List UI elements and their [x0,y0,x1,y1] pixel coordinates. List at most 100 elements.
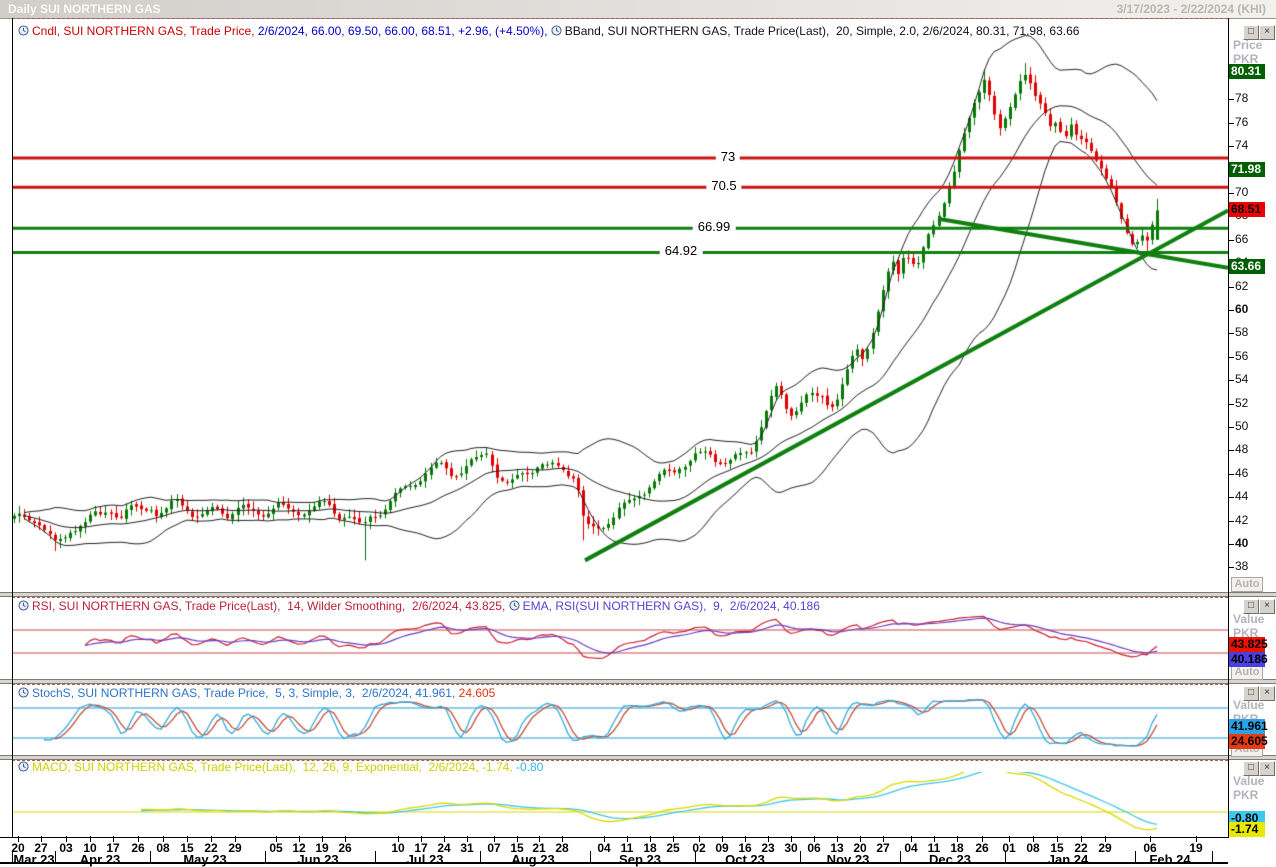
axis-price-badge: 71.98 [1229,162,1265,177]
panel-restore-button[interactable]: □ [1243,686,1259,701]
rsi-ema-legend-label: EMA, RSI(SUI NORTHERN GAS), 9, 2/6/2024,… [522,598,820,613]
panel-restore-button[interactable]: □ [1243,761,1259,776]
day-tick [860,836,861,842]
day-tick [911,836,912,842]
day-tick-label: 22 [204,841,218,855]
axis-auto-button[interactable]: Auto [1231,665,1263,680]
panel-restore-button[interactable]: □ [1243,599,1259,614]
panel-close-button[interactable]: × [1259,761,1275,776]
axis-bottom-border [0,862,1228,864]
panel-close-button[interactable]: × [1259,686,1275,701]
day-tick-label: 17 [106,841,120,855]
day-tick [982,836,983,842]
day-tick-label: 31 [460,841,474,855]
day-tick [1150,836,1151,842]
day-tick [1196,836,1197,842]
price-axis-tick [1229,146,1234,147]
stoch-legend-label: StochS, SUI NORTHERN GAS, Trade Price, 5… [32,685,456,700]
axis-auto-button[interactable]: Auto [1231,577,1263,592]
price-axis-label: 48 [1235,442,1249,456]
rsi-legend-label: RSI, SUI NORTHERN GAS, Trade Price(Last)… [32,598,509,613]
day-tick-label: 05 [269,841,283,855]
window-titlebar[interactable]: Daily SUI NORTHERN GAS 3/17/2023 - 2/22/… [0,0,1276,19]
day-tick [494,836,495,842]
axis-price-badge: 43.825 [1229,637,1268,652]
day-tick-label: 22 [1074,841,1088,855]
month-separator-tick [1005,851,1006,862]
day-tick-label: 09 [715,841,729,855]
day-tick [211,836,212,842]
stochastics-plot[interactable] [13,697,1228,754]
month-separator-tick [150,851,151,862]
price-axis-tick [1229,380,1234,381]
panel-close-button[interactable]: × [1259,25,1275,40]
day-tick [517,836,518,842]
month-label: Nov 23 [826,852,870,867]
day-tick-label: 19 [1189,841,1203,855]
panel-top-border [12,760,1228,761]
price-legend[interactable]: Cndl, SUI NORTHERN GAS, Trade Price, 2/6… [18,23,1079,38]
day-tick-label: 30 [784,841,798,855]
month-label: Aug 23 [511,852,555,867]
month-separator-tick [1212,851,1213,862]
rsi-legend[interactable]: RSI, SUI NORTHERN GAS, Trade Price(Last)… [18,598,820,613]
day-tick-label: 20 [11,841,25,855]
level-label: 64.92 [659,243,703,258]
month-separator-tick [695,851,696,862]
day-tick [163,836,164,842]
day-tick-label: 10 [83,841,97,855]
day-tick-label: 10 [391,841,405,855]
price-axis-tick [1229,521,1234,522]
price-axis-tick [1229,497,1234,498]
day-tick-label: 29 [228,841,242,855]
macd-plot[interactable] [13,772,1228,836]
month-label: Jul 23 [406,852,444,867]
month-separator-tick [480,851,481,862]
day-tick-label: 26 [338,841,352,855]
day-tick-label: 23 [761,841,775,855]
day-tick-label: 26 [131,841,145,855]
day-tick [768,836,769,842]
day-tick [562,836,563,842]
price-axis-tick [1229,123,1234,124]
panel-close-button[interactable]: × [1259,599,1275,614]
panel-top-border [12,18,1228,19]
axis-price-badge: 63.66 [1229,259,1265,274]
stochastics-legend[interactable]: StochS, SUI NORTHERN GAS, Trade Price, 5… [18,685,495,700]
price-axis-label: 76 [1235,115,1249,129]
price-axis-tick [1229,544,1234,545]
day-tick [113,836,114,842]
day-tick-label: 24 [437,841,451,855]
plot-left-border [12,18,13,838]
day-tick [1033,836,1034,842]
price-chart-plot[interactable] [13,19,1228,592]
day-tick [1081,836,1082,842]
day-tick-label: 29 [1098,841,1112,855]
panel-restore-button[interactable]: □ [1243,25,1259,40]
day-tick-label: 11 [927,841,941,855]
month-label: Jan 24 [1047,852,1089,867]
clock-icon [18,25,29,36]
axis-price-badge: 41.961 [1229,719,1268,734]
day-tick [837,836,838,842]
axis-price-badge: 40.186 [1229,652,1268,667]
price-axis-tick [1229,357,1234,358]
price-axis-label: 60 [1235,302,1249,316]
day-tick-label: 12 [292,841,306,855]
plot-right-border [1228,18,1229,838]
month-separator-tick [590,851,591,862]
macd-legend[interactable]: MACD, SUI NORTHERN GAS, Trade Price(Last… [18,759,543,774]
day-tick [650,836,651,842]
day-tick-label: 18 [643,841,657,855]
day-tick [1057,836,1058,842]
day-tick [322,836,323,842]
day-tick [673,836,674,842]
day-tick [934,836,935,842]
month-label: May 23 [183,852,227,867]
rsi-plot[interactable] [13,610,1228,678]
bband-legend-values: 2/6/2024, 80.31, 71.98, 63.66 [919,23,1080,38]
price-axis-tick [1229,404,1234,405]
level-label: 70.5 [706,178,742,193]
day-tick-label: 07 [487,841,501,855]
